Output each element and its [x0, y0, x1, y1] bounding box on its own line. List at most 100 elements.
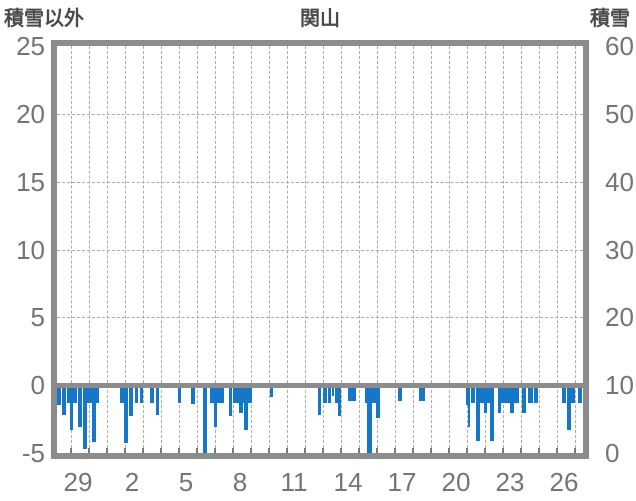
- x-tick-mark: [286, 448, 288, 453]
- bar: [571, 387, 575, 403]
- bar: [562, 387, 566, 403]
- x-tick-label: 29: [63, 467, 93, 497]
- bar: [419, 387, 425, 402]
- bar: [484, 387, 487, 414]
- bar: [490, 387, 494, 441]
- bar: [92, 387, 96, 442]
- bar: [120, 387, 124, 403]
- bar: [376, 387, 380, 418]
- bar: [210, 387, 224, 403]
- bar: [328, 387, 331, 403]
- bar: [332, 387, 334, 396]
- x-tick-mark: [574, 448, 576, 453]
- x-tick-mark: [430, 448, 432, 453]
- x-tick-mark: [556, 448, 558, 453]
- x-tick-mark: [394, 448, 396, 453]
- left-y-tick-label: 15: [16, 166, 45, 197]
- x-tick-label: 2: [124, 467, 140, 497]
- bar: [239, 387, 243, 414]
- x-tick-mark: [466, 448, 468, 453]
- bar: [583, 388, 586, 403]
- chart-title: 関山: [300, 8, 340, 30]
- bar: [62, 387, 66, 415]
- x-tick-mark: [412, 448, 414, 453]
- x-tick-mark: [340, 448, 342, 453]
- x-tick-mark: [124, 448, 126, 453]
- right-y-tick-label: 50: [605, 98, 634, 129]
- grid-hline: [57, 181, 583, 183]
- bar: [510, 387, 514, 414]
- bar: [156, 387, 159, 415]
- bar: [178, 387, 181, 403]
- x-tick-mark: [106, 448, 108, 453]
- bar: [70, 387, 73, 430]
- x-tick-label: 14: [333, 467, 363, 497]
- bar: [468, 387, 470, 427]
- bar: [57, 387, 61, 406]
- bar: [129, 387, 133, 417]
- right-y-tick-label: 0: [605, 438, 620, 468]
- left-y-tick-label: 0: [30, 370, 45, 401]
- grid-hline: [57, 249, 583, 251]
- x-tick-mark: [502, 448, 504, 453]
- bar: [528, 387, 533, 403]
- bar: [367, 387, 372, 453]
- bar: [78, 387, 82, 427]
- x-tick-mark: [376, 448, 378, 453]
- x-tick-label: 11: [280, 467, 308, 497]
- bar: [338, 387, 341, 417]
- bar: [214, 387, 217, 427]
- left-y-tick-label: 10: [16, 234, 45, 265]
- right-y-tick-label: 60: [605, 31, 634, 61]
- left-y-tick-label: 5: [30, 302, 45, 333]
- bar: [318, 387, 321, 415]
- right-y-tick-label: 30: [605, 234, 634, 265]
- x-tick-mark: [214, 448, 216, 453]
- x-tick-mark: [178, 448, 180, 453]
- right-axis-title: 積雪: [590, 8, 630, 30]
- bar: [471, 387, 475, 403]
- bar: [135, 387, 138, 403]
- bar: [244, 387, 248, 430]
- bar: [567, 387, 571, 430]
- left-axis-title: 積雪以外: [4, 8, 84, 30]
- plot-area: [51, 40, 589, 459]
- bar: [534, 387, 538, 403]
- x-tick-mark: [358, 448, 360, 453]
- bar: [348, 387, 356, 402]
- bar: [229, 387, 232, 417]
- x-tick-label: 23: [495, 467, 525, 497]
- bar: [578, 387, 582, 403]
- left-y-tick-label: 25: [16, 31, 45, 61]
- x-tick-mark: [142, 448, 144, 453]
- x-tick-mark: [160, 448, 162, 453]
- bar: [323, 387, 327, 403]
- x-tick-mark: [88, 448, 90, 453]
- grid-hline: [57, 113, 583, 115]
- bar: [203, 387, 207, 453]
- right-y-tick-label: 40: [605, 166, 634, 197]
- right-y-tick-label: 10: [605, 370, 634, 401]
- bar: [522, 387, 526, 414]
- bar: [150, 387, 154, 403]
- x-tick-mark: [538, 448, 540, 453]
- bar: [140, 387, 143, 403]
- x-tick-mark: [268, 448, 270, 453]
- right-y-tick-label: 20: [605, 302, 634, 333]
- bar: [124, 387, 128, 444]
- bar: [466, 387, 469, 406]
- x-tick-mark: [232, 448, 234, 453]
- bar: [191, 387, 195, 404]
- bar: [398, 387, 402, 402]
- x-tick-mark: [484, 448, 486, 453]
- left-y-tick-label: -5: [21, 438, 45, 468]
- x-tick-mark: [70, 448, 72, 453]
- x-tick-label: 17: [387, 467, 417, 497]
- grid-hline: [57, 317, 583, 319]
- x-tick-mark: [304, 448, 306, 453]
- bar: [476, 387, 480, 441]
- left-y-tick-label: 20: [16, 98, 45, 129]
- x-tick-label: 5: [178, 467, 194, 497]
- x-tick-label: 26: [549, 467, 579, 497]
